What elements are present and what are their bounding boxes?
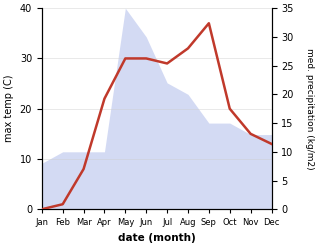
X-axis label: date (month): date (month) bbox=[118, 233, 196, 243]
Y-axis label: med. precipitation (kg/m2): med. precipitation (kg/m2) bbox=[305, 48, 314, 169]
Y-axis label: max temp (C): max temp (C) bbox=[4, 75, 14, 143]
